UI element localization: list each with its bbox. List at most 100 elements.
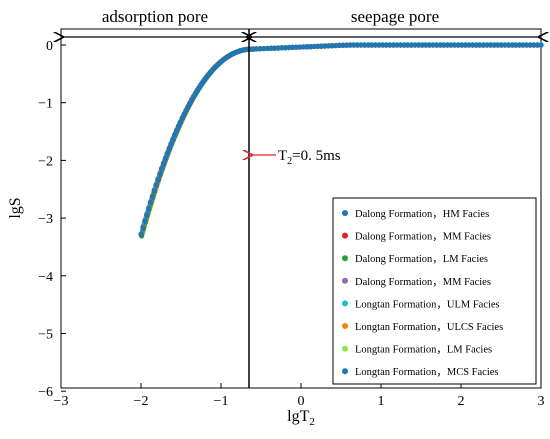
annotation-prefix: T: [278, 148, 287, 164]
data-point: [138, 231, 144, 237]
legend-marker: [342, 300, 348, 307]
data-point: [153, 182, 159, 188]
legend-item-label: Longtan Formation，ULM Facies: [355, 299, 500, 310]
data-point: [441, 42, 447, 48]
data-point: [145, 206, 152, 212]
data-point: [369, 42, 375, 48]
data-point: [177, 119, 183, 125]
data-point: [531, 42, 537, 48]
legend-item-label: Dalong Formation，MM Facies: [355, 232, 491, 243]
data-point: [398, 42, 404, 48]
data-point: [172, 132, 178, 138]
data-point: [444, 42, 450, 48]
data-point: [426, 42, 432, 48]
data-point: [387, 42, 393, 48]
data-point: [466, 42, 472, 48]
data-point: [480, 42, 486, 48]
data-point: [157, 171, 163, 177]
y-tick-label: −1: [38, 97, 53, 112]
data-point: [534, 42, 541, 48]
data-point: [166, 146, 172, 152]
y-axis-title: lgS: [7, 197, 24, 218]
data-point: [516, 42, 523, 48]
y-tick-label: −4: [38, 270, 53, 285]
data-point: [362, 42, 368, 48]
data-point: [419, 42, 425, 48]
legend-item-label: Dalong Formation，LM Facies: [355, 254, 488, 265]
legend-marker: [342, 368, 348, 375]
legend-marker: [342, 210, 348, 216]
data-point: [527, 42, 533, 48]
data-point: [473, 42, 479, 48]
data-point: [149, 194, 155, 200]
x-tick-label: 2: [458, 394, 465, 409]
region-label-adsorption: adsorption pore: [102, 7, 208, 26]
x-tick-label: 3: [538, 394, 545, 409]
data-point: [524, 42, 530, 48]
data-points: [138, 42, 544, 239]
data-point: [151, 188, 157, 194]
x-tick-label: −2: [134, 394, 149, 409]
data-point: [175, 123, 181, 130]
x-tick-label: −3: [54, 394, 69, 409]
data-point: [164, 151, 170, 157]
data-point: [160, 161, 166, 167]
data-point: [498, 42, 504, 48]
x-tick-label: 0: [298, 394, 305, 409]
data-point: [351, 42, 357, 48]
data-point: [405, 42, 411, 48]
legend-marker: [342, 323, 348, 329]
data-point: [168, 141, 174, 147]
data-point: [155, 177, 161, 183]
legend-item-label: Longtan Formation，ULCS Facies: [355, 322, 503, 333]
data-point: [502, 42, 508, 48]
data-point: [390, 42, 396, 48]
legend: Dalong Formation，HM Facies Dalong Formati…: [342, 209, 503, 378]
data-point: [484, 42, 490, 48]
data-point: [170, 136, 176, 143]
data-point: [173, 128, 180, 134]
data-point: [437, 42, 443, 48]
x-axis-title-main: lgT: [287, 408, 309, 425]
legend-marker: [342, 255, 348, 262]
data-point: [459, 42, 465, 48]
x-axis-ticks: −3 −2 −1 0 1 2 3: [54, 383, 545, 409]
data-point: [376, 42, 382, 48]
data-point: [455, 42, 461, 48]
data-point: [162, 156, 168, 162]
y-tick-label: −6: [38, 385, 53, 400]
legend-item-label: Longtan Formation，LM Facies: [355, 345, 492, 356]
data-point: [179, 115, 185, 122]
data-point: [506, 42, 512, 48]
data-point: [358, 42, 364, 48]
y-tick-label: −3: [38, 212, 53, 227]
legend-item-label: Dalong Formation，HM Facies: [355, 209, 489, 220]
data-point: [144, 212, 150, 218]
data-point: [401, 42, 407, 48]
data-point: [140, 225, 146, 231]
y-tick-label: −2: [38, 154, 53, 169]
y-tick-label: 0: [46, 39, 53, 54]
data-point: [408, 42, 414, 48]
x-tick-label: −1: [214, 394, 229, 409]
legend-box: [332, 197, 537, 385]
data-point: [491, 42, 497, 48]
data-point: [147, 200, 153, 206]
region-label-seepage: seepage pore: [351, 7, 439, 26]
data-point: [380, 42, 386, 48]
data-point: [448, 42, 454, 48]
annotation-suffix: =0. 5ms: [292, 148, 341, 164]
data-point: [372, 42, 378, 48]
y-tick-label: −5: [38, 328, 53, 343]
data-point: [430, 42, 436, 48]
data-point: [158, 166, 165, 172]
data-point: [513, 42, 519, 48]
annotation-text: T2=0. 5ms: [278, 148, 341, 167]
data-point: [462, 42, 468, 48]
data-point: [365, 42, 371, 48]
legend-item-label: Dalong Formation，MM Facies: [355, 277, 491, 288]
data-point: [452, 42, 458, 48]
data-point: [434, 42, 440, 48]
data-point: [509, 42, 515, 48]
data-point: [495, 42, 501, 48]
